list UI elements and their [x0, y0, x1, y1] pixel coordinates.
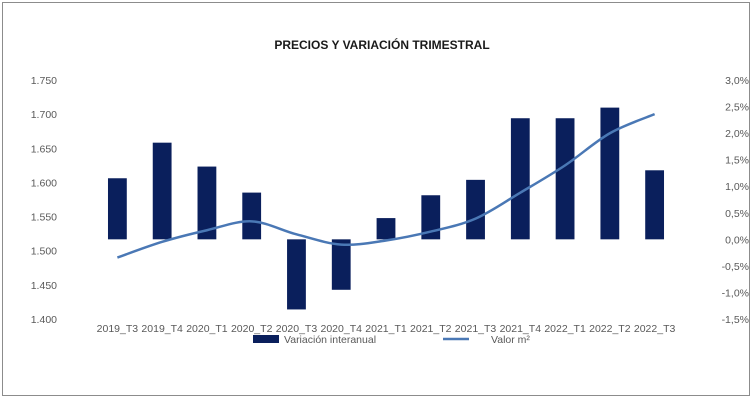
right-tick-label: -1,0%: [722, 287, 749, 299]
x-tick-label: 2020_T2: [231, 323, 273, 335]
bar: [197, 166, 217, 240]
x-tick-label: 2022_T3: [634, 323, 676, 335]
left-tick-label: 1.550: [31, 212, 57, 224]
x-tick-label: 2021_T4: [500, 323, 542, 335]
legend-swatch-bars: [253, 335, 279, 343]
right-tick-label: 1,5%: [725, 155, 749, 167]
legend-label-line: Valor m²: [491, 334, 530, 346]
bar: [287, 239, 306, 310]
bar: [421, 195, 441, 240]
bar: [645, 170, 665, 240]
legend-label-bars: Variación interanual: [284, 334, 376, 346]
x-tick-label: 2020_T3: [276, 323, 318, 335]
bar: [331, 239, 351, 290]
x-tick-label: 2020_T4: [321, 323, 363, 335]
x-tick-label: 2021_T3: [455, 323, 497, 335]
x-tick-label: 2019_T3: [97, 323, 139, 335]
right-tick-label: 0,5%: [725, 208, 749, 220]
right-tick-label: 2,5%: [725, 102, 749, 114]
right-tick-label: -0,5%: [722, 261, 749, 273]
series-line: [116, 112, 656, 259]
right-tick-label: 1,0%: [725, 181, 749, 193]
right-tick-label: 2,0%: [725, 128, 749, 140]
x-axis: 2019_T3 2019_T4 2020_T1 2020_T2 2020_T3 2020_…: [97, 323, 676, 335]
bar: [242, 192, 262, 240]
bar: [376, 218, 396, 240]
x-tick-label: 2020_T1: [186, 323, 228, 335]
chart-title: PRECIOS Y VARIACIÓN TRIMESTRAL: [274, 37, 489, 52]
bar-series: [107, 107, 665, 310]
bar: [152, 142, 172, 240]
legend: Variación interanual Valor m²: [253, 334, 530, 346]
x-tick-label: 2022_T2: [589, 323, 631, 335]
left-tick-label: 1.750: [31, 75, 57, 87]
right-axis: -1,5% -1,0% -0,5% 0,0% 0,5% 1,0% 1,5% 2,0% 2,5% 3…: [722, 75, 749, 326]
right-tick-label: 3,0%: [725, 75, 749, 87]
left-tick-label: 1.700: [31, 109, 57, 121]
right-tick-label: -1,5%: [722, 314, 749, 326]
left-tick-label: 1.450: [31, 280, 57, 292]
bar: [555, 118, 575, 240]
bar: [466, 179, 485, 240]
left-tick-label: 1.500: [31, 246, 57, 258]
x-tick-label: 2019_T4: [141, 323, 183, 335]
left-tick-label: 1.400: [31, 314, 57, 326]
left-axis: 1.400 1.450 1.500 1.550 1.600 1.650 1.700 1.750: [31, 75, 57, 326]
right-tick-label: 0,0%: [725, 234, 749, 246]
bar: [107, 178, 127, 240]
bar: [600, 107, 620, 240]
line-series: [116, 112, 656, 259]
x-tick-label: 2021_T1: [365, 323, 407, 335]
bar: [510, 118, 530, 240]
left-tick-label: 1.600: [31, 177, 57, 189]
left-tick-label: 1.650: [31, 143, 57, 155]
x-tick-label: 2021_T2: [410, 323, 452, 335]
x-tick-label: 2022_T1: [544, 323, 586, 335]
